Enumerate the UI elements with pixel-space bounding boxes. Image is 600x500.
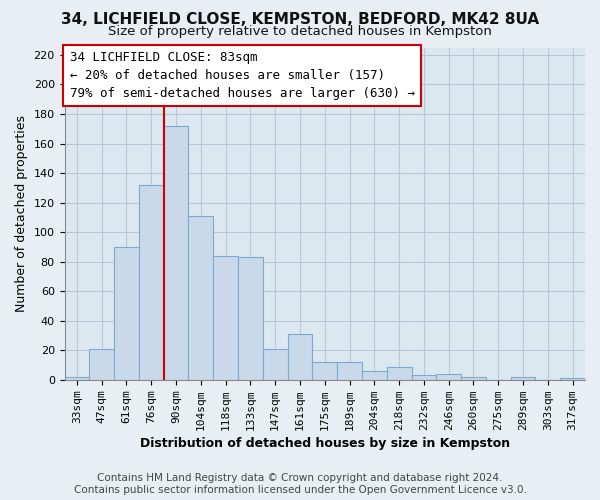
Bar xyxy=(436,374,461,380)
Bar xyxy=(164,126,188,380)
Bar xyxy=(263,349,287,380)
Bar xyxy=(65,377,89,380)
Bar xyxy=(287,334,313,380)
X-axis label: Distribution of detached houses by size in Kempston: Distribution of detached houses by size … xyxy=(140,437,510,450)
Text: 34, LICHFIELD CLOSE, KEMPSTON, BEDFORD, MK42 8UA: 34, LICHFIELD CLOSE, KEMPSTON, BEDFORD, … xyxy=(61,12,539,28)
Bar xyxy=(139,185,164,380)
Bar xyxy=(89,349,114,380)
Bar xyxy=(313,362,337,380)
Bar xyxy=(114,247,139,380)
Bar xyxy=(511,377,535,380)
Bar xyxy=(188,216,213,380)
Bar xyxy=(362,371,387,380)
Bar xyxy=(461,377,486,380)
Bar xyxy=(213,256,238,380)
Bar xyxy=(412,376,436,380)
Text: Contains HM Land Registry data © Crown copyright and database right 2024.
Contai: Contains HM Land Registry data © Crown c… xyxy=(74,474,526,495)
Y-axis label: Number of detached properties: Number of detached properties xyxy=(15,115,28,312)
Bar xyxy=(387,366,412,380)
Bar xyxy=(238,257,263,380)
Bar xyxy=(560,378,585,380)
Bar xyxy=(337,362,362,380)
Text: 34 LICHFIELD CLOSE: 83sqm
← 20% of detached houses are smaller (157)
79% of semi: 34 LICHFIELD CLOSE: 83sqm ← 20% of detac… xyxy=(70,51,415,100)
Text: Size of property relative to detached houses in Kempston: Size of property relative to detached ho… xyxy=(108,25,492,38)
